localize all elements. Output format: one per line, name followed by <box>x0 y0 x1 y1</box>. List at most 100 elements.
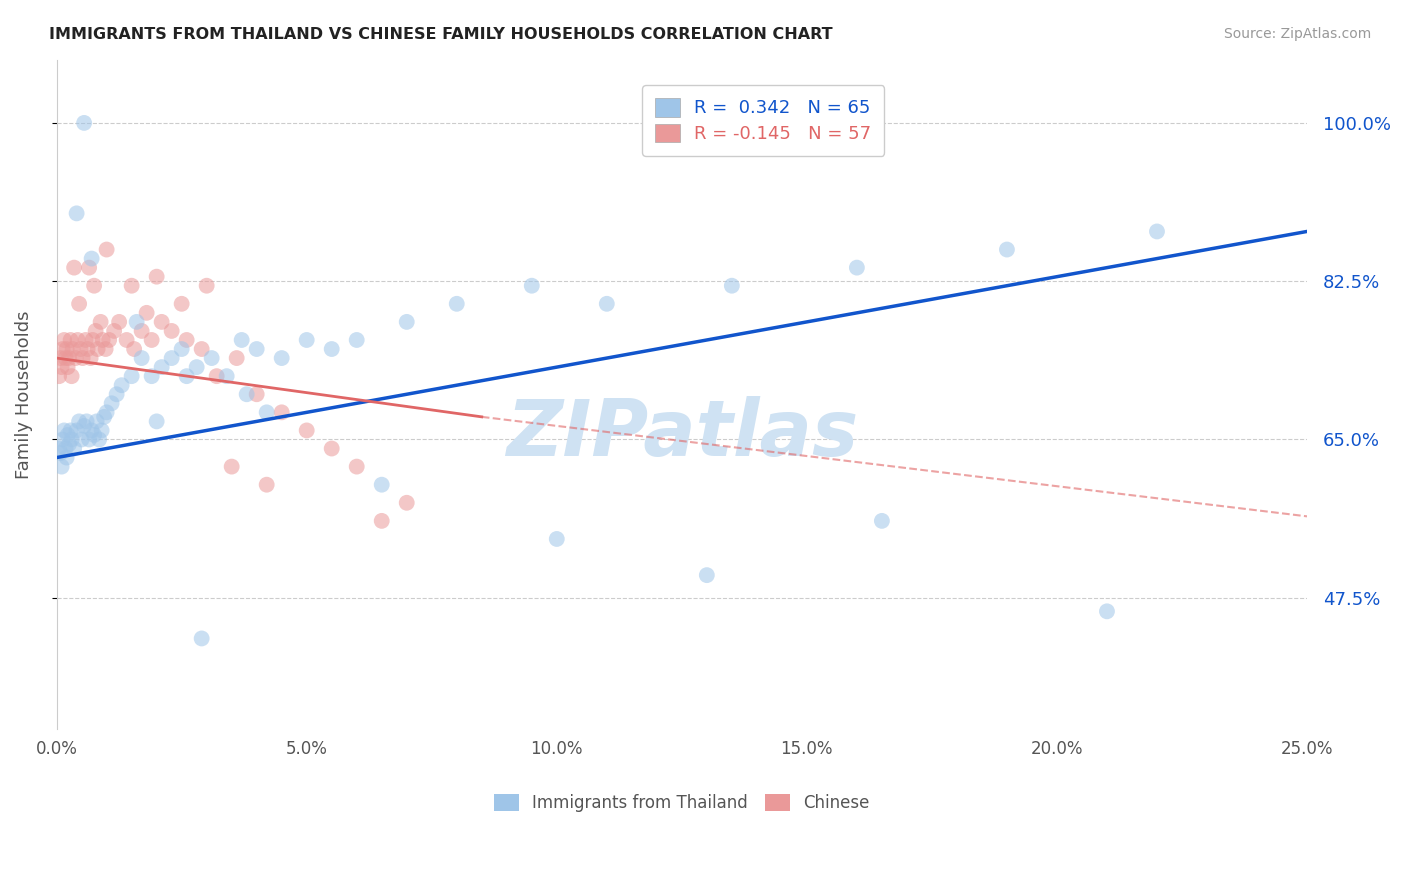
Y-axis label: Family Households: Family Households <box>15 310 32 478</box>
Point <box>145 269 167 284</box>
Point <box>122 342 145 356</box>
Point <box>59 333 82 347</box>
Point <box>62 342 84 356</box>
Point <box>546 532 568 546</box>
Point <box>73 116 96 130</box>
Point <box>870 514 893 528</box>
Point <box>56 360 79 375</box>
Point <box>49 446 72 460</box>
Point <box>86 414 108 428</box>
Point <box>176 369 198 384</box>
Point <box>63 260 86 275</box>
Point <box>145 414 167 428</box>
Point <box>94 342 117 356</box>
Point <box>83 278 105 293</box>
Point <box>93 409 115 424</box>
Point <box>52 433 75 447</box>
Point <box>69 342 91 356</box>
Point <box>76 414 98 428</box>
Point <box>131 351 153 365</box>
Point <box>141 369 163 384</box>
Point <box>446 297 468 311</box>
Point <box>51 459 73 474</box>
Point <box>321 442 343 456</box>
Point <box>696 568 718 582</box>
Point <box>150 360 173 375</box>
Point <box>83 428 105 442</box>
Point <box>63 442 86 456</box>
Point <box>91 333 114 347</box>
Point <box>59 424 82 438</box>
Point <box>79 351 101 365</box>
Point <box>58 437 80 451</box>
Point <box>111 378 134 392</box>
Point <box>52 342 75 356</box>
Point <box>176 333 198 347</box>
Point <box>295 424 318 438</box>
Point <box>65 206 87 220</box>
Point <box>270 405 292 419</box>
Point <box>170 342 193 356</box>
Point <box>215 369 238 384</box>
Point <box>67 414 90 428</box>
Legend: Immigrants from Thailand, Chinese: Immigrants from Thailand, Chinese <box>484 784 880 822</box>
Text: IMMIGRANTS FROM THAILAND VS CHINESE FAMILY HOUSEHOLDS CORRELATION CHART: IMMIGRANTS FROM THAILAND VS CHINESE FAMI… <box>49 27 832 42</box>
Point <box>346 333 368 347</box>
Point <box>721 278 744 293</box>
Point <box>186 360 208 375</box>
Point <box>141 333 163 347</box>
Point <box>60 433 83 447</box>
Text: ZIPatlas: ZIPatlas <box>506 396 858 473</box>
Point <box>56 428 79 442</box>
Point <box>82 333 104 347</box>
Point <box>58 351 80 365</box>
Point <box>80 252 103 266</box>
Point <box>84 324 107 338</box>
Point <box>55 342 77 356</box>
Point <box>55 351 77 365</box>
Point <box>121 369 143 384</box>
Point <box>395 315 418 329</box>
Point <box>170 297 193 311</box>
Point <box>256 477 278 491</box>
Point <box>105 387 128 401</box>
Point <box>51 360 73 375</box>
Point <box>370 477 392 491</box>
Point <box>55 442 77 456</box>
Point <box>115 333 138 347</box>
Point <box>995 243 1018 257</box>
Point <box>53 424 76 438</box>
Point <box>89 433 111 447</box>
Point <box>1146 224 1168 238</box>
Point <box>190 342 212 356</box>
Point <box>49 351 72 365</box>
Point <box>121 278 143 293</box>
Point <box>77 260 100 275</box>
Point <box>596 297 619 311</box>
Point <box>65 424 87 438</box>
Point <box>73 418 96 433</box>
Point <box>75 333 97 347</box>
Point <box>66 333 89 347</box>
Point <box>231 333 253 347</box>
Point <box>108 315 131 329</box>
Point <box>160 351 183 365</box>
Point <box>395 496 418 510</box>
Point <box>70 433 93 447</box>
Text: Source: ZipAtlas.com: Source: ZipAtlas.com <box>1223 27 1371 41</box>
Point <box>1095 604 1118 618</box>
Point <box>190 632 212 646</box>
Point <box>135 306 157 320</box>
Point <box>520 278 543 293</box>
Point <box>90 315 112 329</box>
Point <box>370 514 392 528</box>
Point <box>201 351 224 365</box>
Point <box>235 387 257 401</box>
Point <box>225 351 247 365</box>
Point <box>195 278 218 293</box>
Point <box>205 369 228 384</box>
Point <box>80 424 103 438</box>
Point <box>77 433 100 447</box>
Point <box>246 342 269 356</box>
Point <box>90 424 112 438</box>
